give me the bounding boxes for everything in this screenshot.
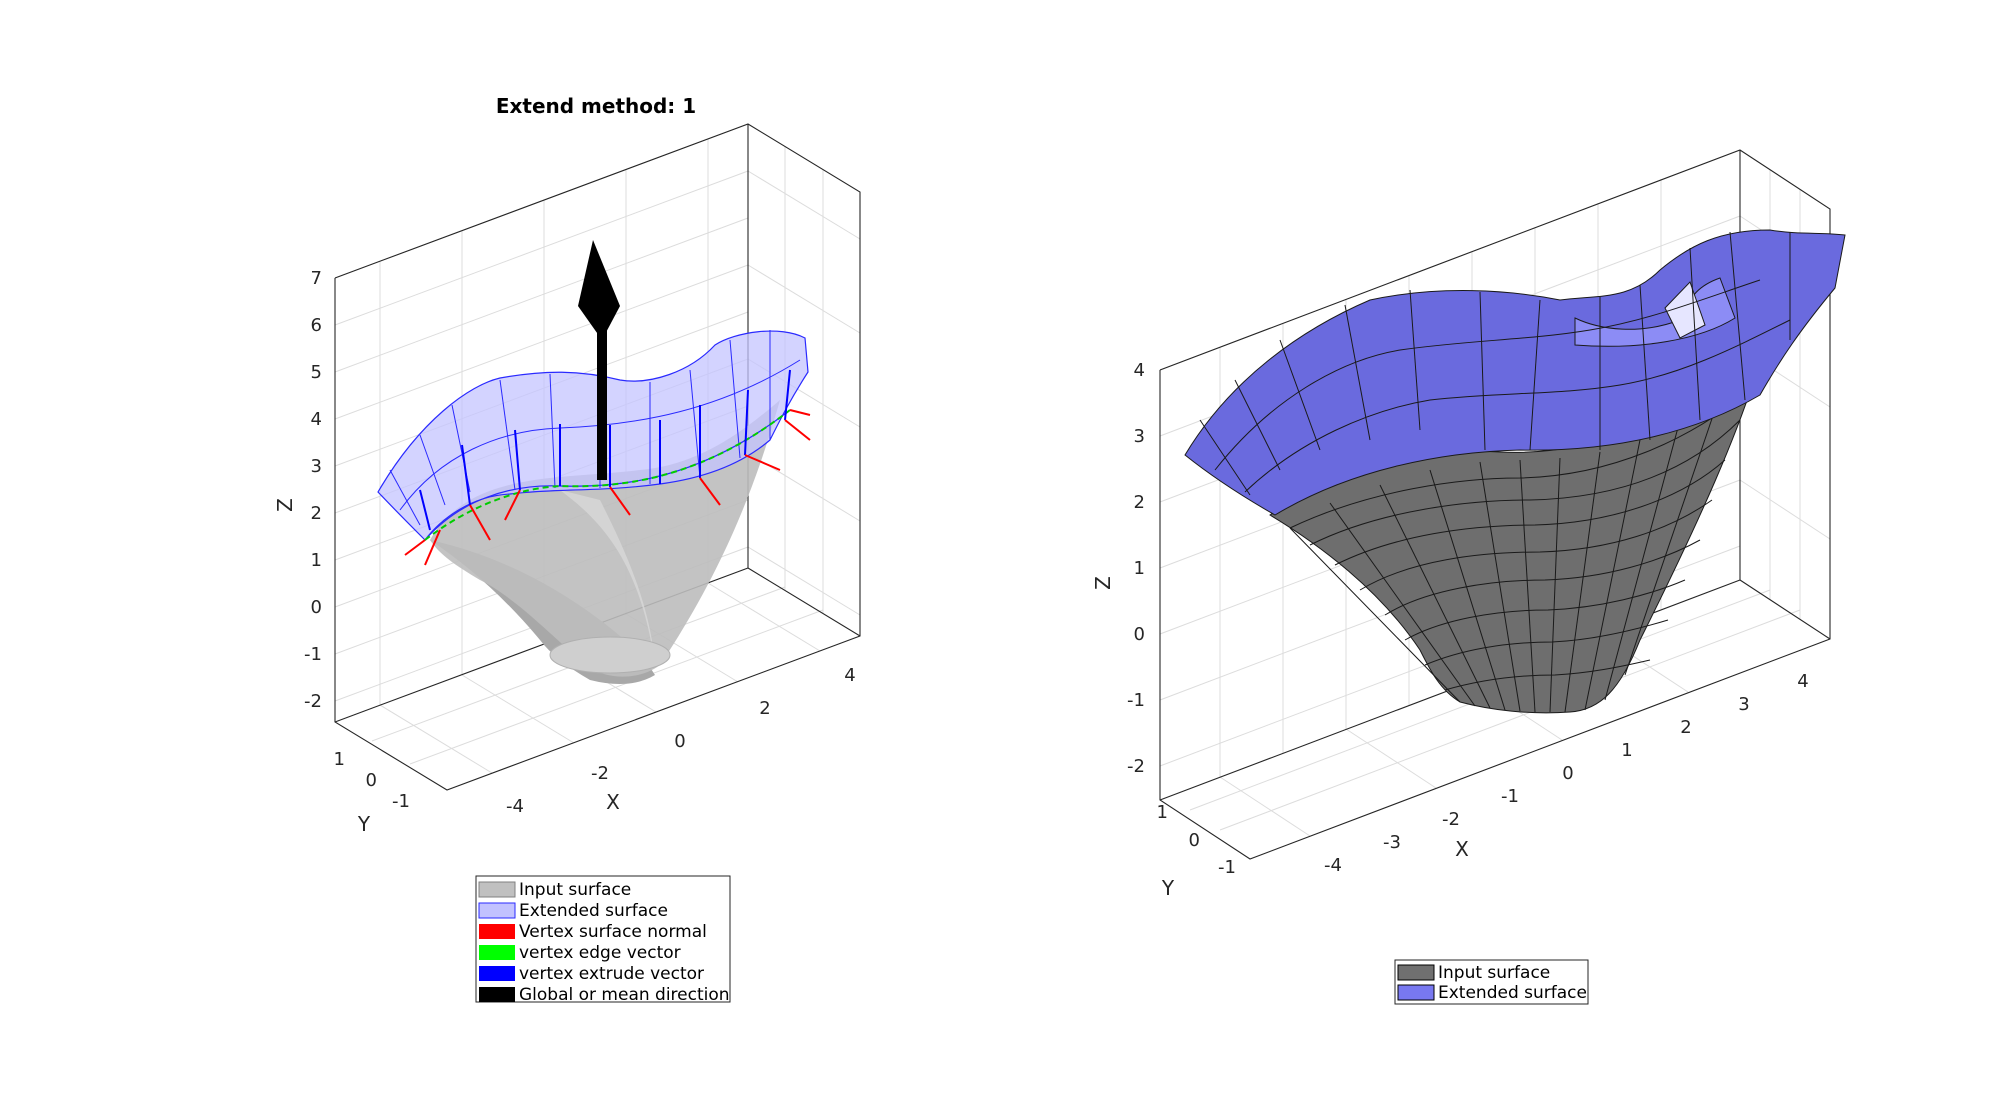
right-x-ticks: -4 -3 -2 -1 0 1 2 3 4	[1324, 671, 1809, 876]
right-z-label: Z	[1091, 576, 1115, 590]
legend-label: Input surface	[1438, 963, 1550, 983]
x-tick: 1	[1621, 740, 1632, 761]
z-tick: -2	[304, 691, 322, 712]
x-tick: 4	[1797, 671, 1808, 692]
right-extended-surface	[1184, 229, 1846, 516]
left-legend: Input surface Extended surface Vertex su…	[475, 875, 731, 1005]
legend-label: Extended surface	[519, 901, 668, 921]
left-z-ticks: 7 6 5 4 3 2 1 0 -1 -2	[304, 268, 322, 712]
x-tick: -2	[591, 763, 609, 784]
z-tick: -1	[1127, 690, 1145, 711]
z-tick: 0	[311, 597, 322, 618]
z-tick: -2	[1127, 756, 1145, 777]
z-tick: 3	[1134, 426, 1145, 447]
legend-swatch	[478, 881, 516, 898]
y-tick: 1	[334, 749, 345, 770]
right-legend: Input surface Extended surface	[1394, 959, 1589, 1005]
z-tick: 0	[1134, 624, 1145, 645]
legend-swatch	[479, 966, 515, 981]
legend-label: vertex extrude vector	[519, 964, 704, 984]
y-tick: 0	[366, 770, 377, 791]
x-tick: -1	[1501, 786, 1519, 807]
z-tick: 4	[311, 409, 322, 430]
x-tick: 2	[759, 698, 770, 719]
legend-label: Global or mean direction	[519, 985, 730, 1005]
right-x-label: X	[1455, 837, 1469, 861]
left-axes: Extend method: 1	[273, 94, 861, 1005]
z-tick: 7	[311, 268, 322, 289]
legend-label: Input surface	[519, 880, 631, 900]
z-tick: 3	[311, 456, 322, 477]
right-axes: 4 3 2 1 0 -1 -2 -4 -3 -2 -1 0 1 2 3 4 1 …	[1091, 149, 1846, 1005]
x-tick: 4	[844, 665, 855, 686]
legend-swatch	[479, 924, 515, 939]
left-y-ticks: 1 0 -1	[334, 749, 410, 812]
right-input-surface	[1269, 358, 1761, 714]
legend-swatch	[1397, 964, 1435, 981]
right-y-ticks: 1 0 -1	[1157, 802, 1236, 878]
legend-swatch	[1397, 984, 1435, 1001]
z-tick: 5	[311, 362, 322, 383]
x-tick: -2	[1442, 809, 1460, 830]
x-tick: -4	[1324, 855, 1342, 876]
left-vertex-vectors	[404, 369, 811, 566]
x-tick: 0	[1562, 763, 1573, 784]
legend-swatch	[479, 945, 515, 960]
x-tick: 2	[1680, 717, 1691, 738]
left-y-label: Y	[357, 812, 371, 836]
right-y-label: Y	[1161, 876, 1175, 900]
left-x-ticks: -4 -2 0 2 4	[506, 665, 856, 817]
z-tick: 1	[311, 550, 322, 571]
left-title: Extend method: 1	[496, 94, 696, 118]
legend-label: Extended surface	[1438, 983, 1587, 1003]
y-tick: -1	[1218, 857, 1236, 878]
z-tick: 6	[311, 315, 322, 336]
legend-box	[475, 875, 731, 1003]
z-tick: -1	[304, 644, 322, 665]
x-tick: -4	[506, 796, 524, 817]
global-direction-arrow	[578, 240, 620, 480]
z-tick: 1	[1134, 558, 1145, 579]
left-z-label: Z	[273, 498, 297, 512]
z-tick: 4	[1134, 360, 1145, 381]
y-tick: -1	[392, 791, 410, 812]
legend-swatch	[478, 902, 516, 919]
x-tick: -3	[1383, 832, 1401, 853]
legend-label: Vertex surface normal	[519, 922, 707, 942]
x-tick: 3	[1738, 694, 1749, 715]
x-tick: 0	[674, 731, 685, 752]
y-tick: 1	[1157, 802, 1168, 823]
legend-swatch	[479, 987, 515, 1002]
left-x-label: X	[606, 790, 620, 814]
z-tick: 2	[1134, 492, 1145, 513]
z-tick: 2	[311, 503, 322, 524]
y-tick: 0	[1189, 830, 1200, 851]
right-z-ticks: 4 3 2 1 0 -1 -2	[1127, 360, 1145, 777]
legend-label: vertex edge vector	[519, 943, 681, 963]
